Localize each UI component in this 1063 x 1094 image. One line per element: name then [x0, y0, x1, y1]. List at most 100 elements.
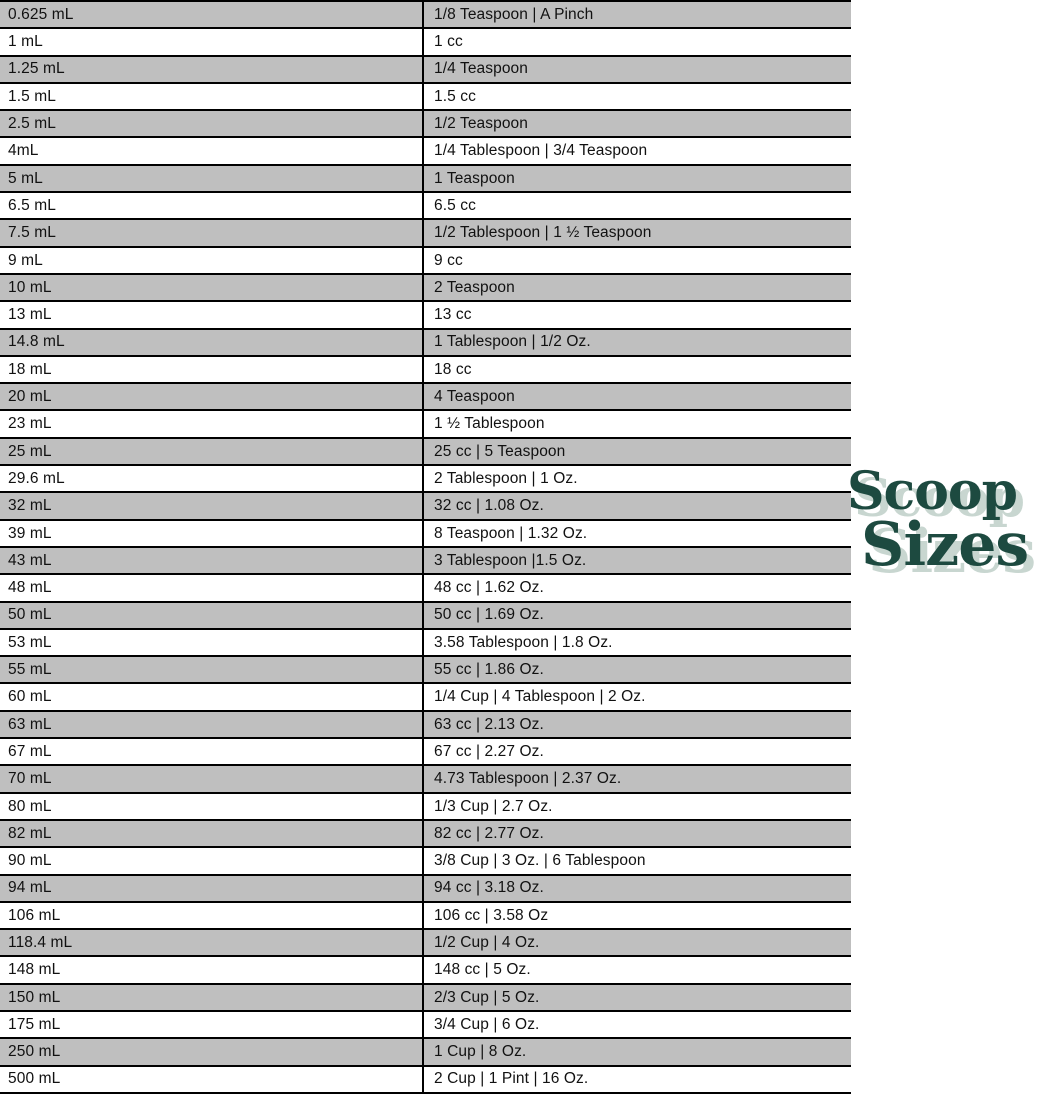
cell-milliliters: 94 mL — [0, 873, 424, 903]
cell-milliliters: 1.25 mL — [0, 54, 424, 84]
cell-milliliters: 500 mL — [0, 1064, 424, 1094]
table-row: 94 mL 94 cc | 3.18 Oz. — [0, 873, 851, 903]
cell-equivalent: 2 Cup | 1 Pint | 16 Oz. — [423, 1064, 851, 1094]
table-row: 70 mL 4.73 Tablespoon | 2.37 Oz. — [0, 764, 851, 794]
cell-equivalent: 1/2 Teaspoon — [423, 109, 851, 139]
cell-milliliters: 118.4 mL — [0, 928, 424, 958]
cell-equivalent: 18 cc — [423, 354, 851, 385]
cell-equivalent: 67 cc | 2.27 Oz. — [423, 737, 851, 767]
cell-milliliters: 14.8 mL — [0, 327, 424, 357]
cell-equivalent: 2/3 Cup | 5 Oz. — [423, 982, 851, 1012]
table-row: 43 mL 3 Tablespoon |1.5 Oz. — [0, 545, 851, 576]
table-row: 5 mL 1 Teaspoon — [0, 163, 851, 194]
table-row: 500 mL 2 Cup | 1 Pint | 16 Oz. — [0, 1064, 851, 1094]
scoop-size-conversion-table: 0.625 mL 1/8 Teaspoon | A Pinch 1 mL 1 cc 1.… — [0, 0, 851, 1094]
cell-milliliters: 20 mL — [0, 382, 424, 412]
cell-milliliters: 80 mL — [0, 791, 424, 821]
cell-equivalent: 1 Teaspoon — [423, 163, 851, 194]
cell-milliliters: 106 mL — [0, 900, 424, 931]
cell-milliliters: 82 mL — [0, 818, 424, 849]
cell-equivalent: 1/2 Cup | 4 Oz. — [423, 928, 851, 958]
cell-milliliters: 1 mL — [0, 27, 424, 57]
cell-milliliters: 10 mL — [0, 272, 424, 303]
cell-equivalent: 9 cc — [423, 245, 851, 275]
scoop-sizes-logo: Scoop Sizes — [845, 461, 1055, 608]
cell-milliliters: 18 mL — [0, 354, 424, 385]
cell-milliliters: 13 mL — [0, 300, 424, 330]
table-row: 55 mL 55 cc | 1.86 Oz. — [0, 655, 851, 685]
cell-equivalent: 50 cc | 1.69 Oz. — [423, 600, 851, 630]
cell-equivalent: 1/4 Cup | 4 Tablespoon | 2 Oz. — [423, 682, 851, 712]
cell-milliliters: 6.5 mL — [0, 191, 424, 221]
cell-equivalent: 1/8 Teaspoon | A Pinch — [423, 0, 851, 30]
table-row: 67 mL 67 cc | 2.27 Oz. — [0, 737, 851, 767]
table-row: 39 mL 8 Teaspoon | 1.32 Oz. — [0, 518, 851, 548]
cell-milliliters: 39 mL — [0, 518, 424, 548]
cell-milliliters: 150 mL — [0, 982, 424, 1012]
cell-equivalent: 148 cc | 5 Oz. — [423, 955, 851, 985]
table-row: 2.5 mL 1/2 Teaspoon — [0, 109, 851, 139]
table-row: 1 mL 1 cc — [0, 27, 851, 57]
cell-milliliters: 53 mL — [0, 627, 424, 658]
cell-milliliters: 23 mL — [0, 409, 424, 439]
table-row: 150 mL 2/3 Cup | 5 Oz. — [0, 982, 851, 1012]
cell-equivalent: 3 Tablespoon |1.5 Oz. — [423, 545, 851, 576]
cell-equivalent: 1/4 Tablespoon | 3/4 Teaspoon — [423, 136, 851, 166]
cell-equivalent: 32 cc | 1.08 Oz. — [423, 491, 851, 521]
cell-milliliters: 1.5 mL — [0, 81, 424, 112]
table-row: 50 mL 50 cc | 1.69 Oz. — [0, 600, 851, 630]
cell-milliliters: 9 mL — [0, 245, 424, 275]
cell-equivalent: 6.5 cc — [423, 191, 851, 221]
table-row: 25 mL 25 cc | 5 Teaspoon — [0, 436, 851, 467]
cell-equivalent: 106 cc | 3.58 Oz — [423, 900, 851, 931]
table-row: 53 mL 3.58 Tablespoon | 1.8 Oz. — [0, 627, 851, 658]
cell-milliliters: 29.6 mL — [0, 464, 424, 494]
table-row: 29.6 mL 2 Tablespoon | 1 Oz. — [0, 464, 851, 494]
table-row: 20 mL 4 Teaspoon — [0, 382, 851, 412]
table-row: 118.4 mL 1/2 Cup | 4 Oz. — [0, 928, 851, 958]
cell-milliliters: 250 mL — [0, 1037, 424, 1067]
table-row: 18 mL 18 cc — [0, 354, 851, 385]
cell-equivalent: 8 Teaspoon | 1.32 Oz. — [423, 518, 851, 548]
cell-equivalent: 2 Tablespoon | 1 Oz. — [423, 464, 851, 494]
cell-milliliters: 4mL — [0, 136, 424, 166]
cell-equivalent: 1 cc — [423, 27, 851, 57]
cell-milliliters: 55 mL — [0, 655, 424, 685]
table-row: 63 mL 63 cc | 2.13 Oz. — [0, 709, 851, 740]
cell-milliliters: 43 mL — [0, 545, 424, 576]
cell-equivalent: 94 cc | 3.18 Oz. — [423, 873, 851, 903]
cell-milliliters: 25 mL — [0, 436, 424, 467]
cell-equivalent: 82 cc | 2.77 Oz. — [423, 818, 851, 849]
cell-milliliters: 50 mL — [0, 600, 424, 630]
table-row: 82 mL 82 cc | 2.77 Oz. — [0, 818, 851, 849]
table-row: 250 mL 1 Cup | 8 Oz. — [0, 1037, 851, 1067]
table-row: 60 mL 1/4 Cup | 4 Tablespoon | 2 Oz. — [0, 682, 851, 712]
cell-equivalent: 1 ½ Tablespoon — [423, 409, 851, 439]
cell-milliliters: 5 mL — [0, 163, 424, 194]
table-row: 148 mL 148 cc | 5 Oz. — [0, 955, 851, 985]
cell-milliliters: 175 mL — [0, 1009, 424, 1040]
table-row: 90 mL 3/8 Cup | 3 Oz. | 6 Tablespoon — [0, 846, 851, 876]
cell-milliliters: 90 mL — [0, 846, 424, 876]
cell-equivalent: 48 cc | 1.62 Oz. — [423, 573, 851, 603]
cell-milliliters: 67 mL — [0, 737, 424, 767]
cell-equivalent: 63 cc | 2.13 Oz. — [423, 709, 851, 740]
cell-equivalent: 1 Tablespoon | 1/2 Oz. — [423, 327, 851, 357]
table-row: 6.5 mL 6.5 cc — [0, 191, 851, 221]
cell-equivalent: 2 Teaspoon — [423, 272, 851, 303]
cell-equivalent: 25 cc | 5 Teaspoon — [423, 436, 851, 467]
logo-line-sizes: Sizes — [861, 509, 1029, 580]
table-row: 106 mL 106 cc | 3.58 Oz — [0, 900, 851, 931]
table-row: 32 mL 32 cc | 1.08 Oz. — [0, 491, 851, 521]
table-row: 13 mL 13 cc — [0, 300, 851, 330]
table-row: 0.625 mL 1/8 Teaspoon | A Pinch — [0, 0, 851, 30]
logo-line-scoop: Scoop — [847, 461, 1018, 522]
cell-equivalent: 1/4 Teaspoon — [423, 54, 851, 84]
cell-equivalent: 55 cc | 1.86 Oz. — [423, 655, 851, 685]
table-row: 10 mL 2 Teaspoon — [0, 272, 851, 303]
cell-milliliters: 63 mL — [0, 709, 424, 740]
table-row: 175 mL 3/4 Cup | 6 Oz. — [0, 1009, 851, 1040]
cell-equivalent: 1.5 cc — [423, 81, 851, 112]
table-row: 9 mL 9 cc — [0, 245, 851, 275]
table-row: 48 mL 48 cc | 1.62 Oz. — [0, 573, 851, 603]
